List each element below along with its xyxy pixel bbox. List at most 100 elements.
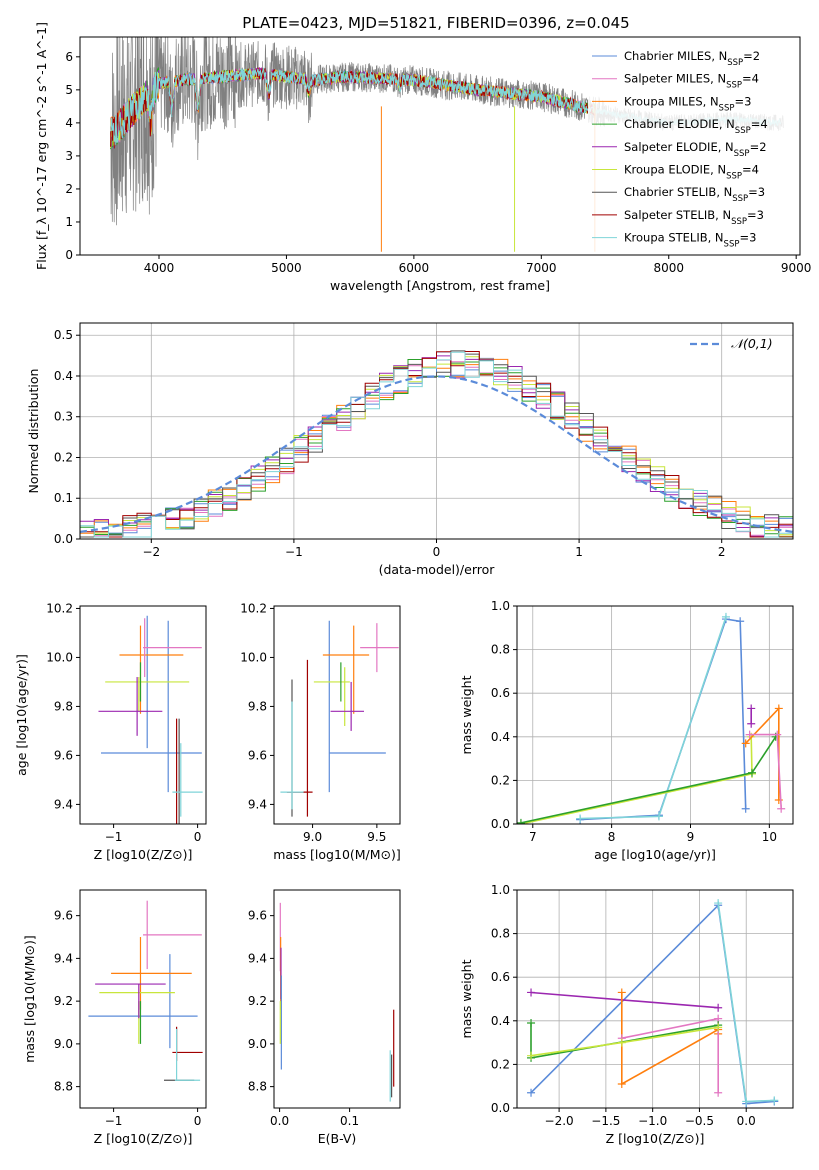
y-tick-label: 4 [65,116,73,130]
y-tick-label: 1 [65,215,73,229]
y-axis-label: mass [log10(M/M⊙)] [22,935,37,1063]
y-tick-label: 9.4 [54,951,73,965]
weight-marker [654,812,663,821]
weight-marker [527,1088,536,1097]
y-tick-label: 0.4 [491,730,510,744]
y-tick-label: 0.0 [491,1101,510,1115]
weight-marker [741,739,750,748]
y-tick-label: 0 [65,248,73,262]
plot-area [98,615,203,824]
y-tick-label: 9.2 [248,994,267,1008]
y-tick-label: 0.1 [54,491,73,505]
x-tick-label: 8000 [653,261,684,275]
y-tick-label: 0.0 [491,817,510,831]
weight-marker [617,1038,626,1047]
y-tick-label: 0.2 [491,773,510,787]
x-tick-label: 1 [575,545,583,559]
y-tick-label: 9.4 [248,951,267,965]
y-tick-label: 10.0 [240,650,267,664]
model-line-kroupa-stelib [110,67,596,145]
weight-line-salpeter-elodie [530,991,719,1009]
x-axis-label: (data-model)/error [379,562,496,577]
axes-frame [79,36,801,256]
weight-marker [714,1003,723,1012]
x-tick-label: 0 [194,1114,202,1128]
x-tick-label: 9 [687,830,695,844]
x-tick-label: 4000 [144,261,175,275]
weight-marker [745,730,754,739]
y-tick-label: 0.5 [54,328,73,342]
x-axis-label: Z [log10(Z/Z⊙)] [94,847,193,862]
y-tick-label: 1.0 [491,599,510,613]
plot-area [280,620,399,817]
y-axis-label: mass weight [459,959,474,1038]
weight-marker [527,1018,536,1027]
weight-marker [742,1097,751,1106]
x-tick-label: −1.0 [638,1114,667,1128]
y-tick-label: 0.6 [491,686,510,700]
x-axis-label: Z [log10(Z/Z⊙)] [606,1131,705,1146]
x-tick-label: 9000 [781,261,812,275]
weight-marker [774,704,783,713]
x-axis-label: age [log10(age/yr)] [594,847,716,862]
y-tick-label: 5 [65,83,73,97]
y-tick-label: 2 [65,182,73,196]
x-tick-label: 2 [718,545,726,559]
x-axis-label: Z [log10(Z/Z⊙)] [94,1131,193,1146]
y-tick-label: 9.4 [248,797,267,811]
x-axis-label: wavelength [Angstrom, rest frame] [330,278,550,293]
y-axis-label: mass weight [459,675,474,754]
y-tick-label: 10.2 [240,601,267,615]
y-tick-label: 0.8 [491,927,510,941]
figure-title: PLATE=0423, MJD=51821, FIBERID=0396, z=0… [242,14,629,32]
axes-frame [273,605,401,825]
x-tick-label: −0.5 [685,1114,714,1128]
legend-entry: 𝒩(0,1) [731,336,773,351]
y-tick-label: 0.4 [491,1014,510,1028]
x-tick-label: 8 [608,830,616,844]
weight-line-chabrier-elodie [520,736,777,824]
panel-mass-vs-Z: −1 0 8.8 9.0 9.2 9.4 9.6 Z [log10(Z/Z⊙)] mass [l… [22,889,207,1146]
y-axis-label: age [log10(age/yr)] [14,654,29,776]
x-tick-label: 0 [194,830,202,844]
y-tick-label: 9.6 [54,909,73,923]
y-tick-label: 0.8 [491,643,510,657]
weight-marker [617,988,626,997]
weight-marker [773,730,782,739]
panel-residuals: 𝒩(0,1) −2 −1 0 1 2 0.0 0.1 0.2 0.3 0.4 0.5 (data-mod… [26,322,794,577]
y-tick-label: 6 [65,50,73,64]
x-tick-label: −1 [105,830,123,844]
y-tick-label: 8.8 [54,1080,73,1094]
y-tick-label: 9.8 [54,699,73,713]
y-tick-label: 0.4 [54,369,73,383]
panel-weight-vs-Z: −2.0 −1.5 −1.0 −0.5 0.0 0.0 0.2 0.4 0.6 0.8 1.0 Z [… [459,883,794,1146]
histogram-kroupa-stelib [80,351,793,538]
y-axis-label: Normed distribution [26,369,41,494]
weight-line-chabrier-miles [580,618,747,821]
plot-area [88,900,203,1081]
x-tick-label: 7000 [526,261,557,275]
x-tick-label: 7 [529,830,537,844]
weight-marker [714,899,723,908]
x-tick-label: 0.0 [270,1114,289,1128]
x-tick-label: −1 [285,545,303,559]
x-tick-label: −2 [142,545,160,559]
x-tick-label: −2.0 [545,1114,574,1128]
y-tick-label: 3 [65,149,73,163]
y-tick-label: 9.6 [248,748,267,762]
axes-frame [273,889,401,1109]
y-tick-label: 0.6 [491,970,510,984]
axes-frame [516,605,794,825]
y-tick-label: 9.6 [54,748,73,762]
axes-frame [79,889,207,1109]
x-tick-label: 9.0 [303,830,322,844]
y-tick-label: 0.2 [54,450,73,464]
normal-curve [80,375,793,533]
x-tick-label: 10 [762,830,777,844]
axes-frame [516,889,794,1109]
weight-marker [617,1080,626,1089]
y-tick-label: 9.0 [248,1037,267,1051]
weight-marker [527,988,536,997]
